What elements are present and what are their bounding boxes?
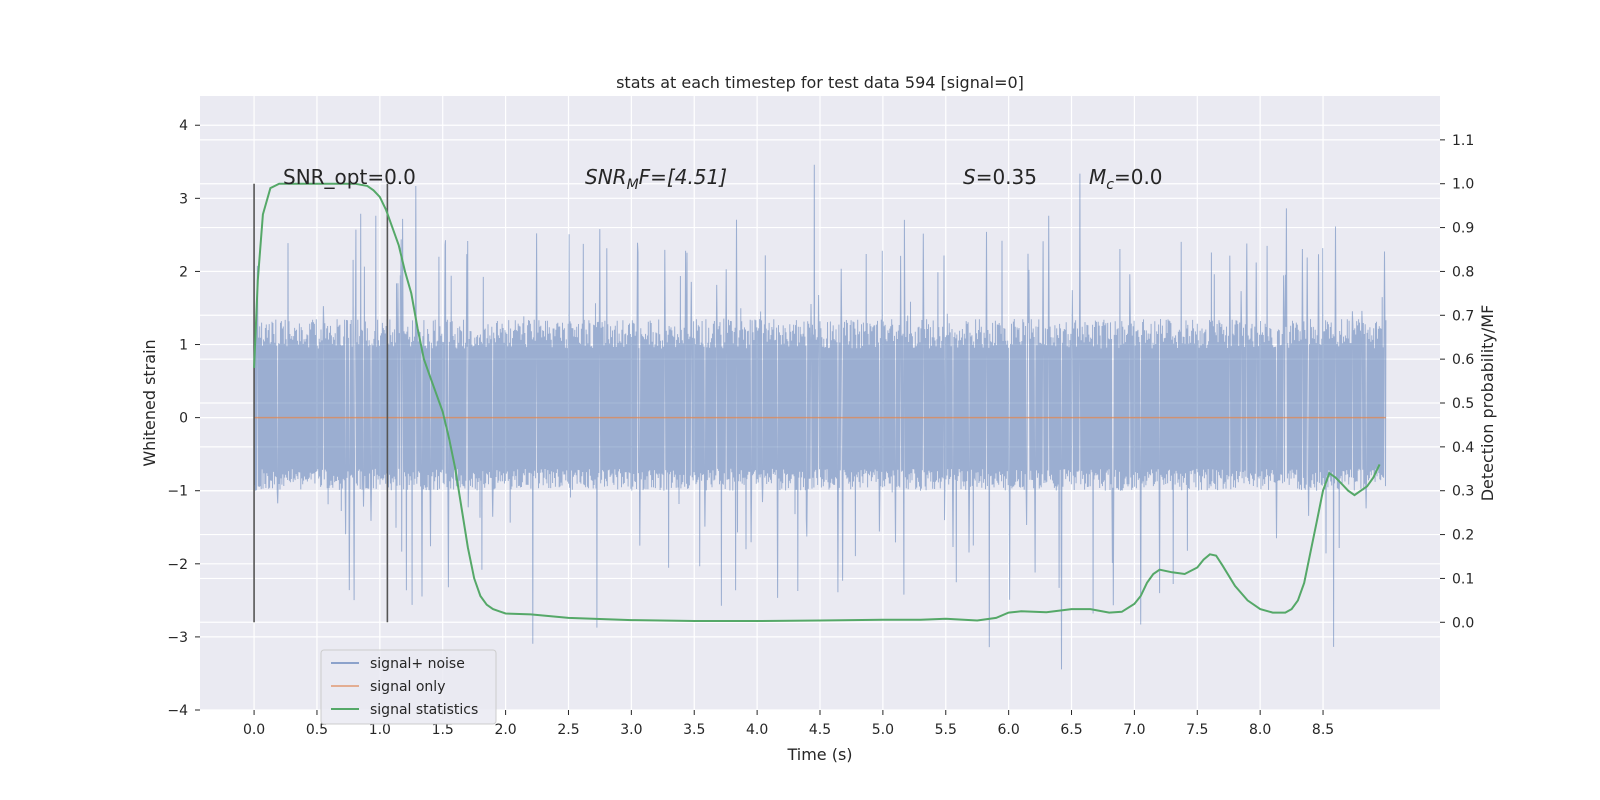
y-axis-label: Whitened strain (140, 339, 159, 466)
x-tick-label: 1.5 (432, 722, 454, 738)
x-tick-label: 0.5 (306, 722, 328, 738)
y2-tick-label: 0.7 (1452, 308, 1474, 324)
x-tick-label: 5.0 (872, 722, 894, 738)
x-axis-ticks: 0.0 0.5 1.0 1.5 2.0 2.5 3.0 3.5 4.0 4.5 5.0 5.5 6.0 6… (243, 710, 1334, 738)
x-tick-label: 3.5 (683, 722, 705, 738)
y-axis-ticks: 4 3 2 1 0 −1 −2 −3 −4 (167, 118, 200, 719)
y-tick-label: 2 (179, 264, 188, 280)
x-tick-label: 6.0 (998, 722, 1020, 738)
y2-tick-label: 0.8 (1452, 264, 1474, 280)
y2-tick-label: 0.9 (1452, 221, 1474, 237)
x-tick-label: 5.5 (935, 722, 957, 738)
y2-axis-label: Detection probability/MF (1478, 305, 1497, 502)
y2-tick-label: 0.5 (1452, 396, 1474, 412)
y2-tick-label: 0.6 (1452, 352, 1474, 368)
annotation-mc: Mc=0.0 (1089, 165, 1163, 193)
y-tick-label: 4 (179, 118, 188, 134)
y2-tick-label: 0.2 (1452, 528, 1474, 544)
y2-tick-label: 0.1 (1452, 571, 1474, 587)
x-tick-label: 6.5 (1060, 722, 1082, 738)
y-tick-label: 1 (179, 338, 188, 354)
x-axis-label: Time (s) (786, 745, 852, 764)
legend-box (320, 649, 497, 725)
legend-label-signal-noise: signal+ noise (370, 656, 465, 672)
y2-axis-ticks: 1.1 1.0 0.9 0.8 0.7 0.6 0.5 0.4 0.3 0.2 0.1 0.0 (1440, 133, 1474, 631)
x-tick-label: 2.5 (557, 722, 579, 738)
y-tick-label: −3 (167, 630, 188, 646)
x-tick-label: 7.5 (1186, 722, 1208, 738)
x-tick-label: 0.0 (243, 722, 265, 738)
legend: signal+ noise signal only signal statist… (320, 649, 497, 725)
annotation-snr-opt: SNR_opt=0.0 (283, 165, 416, 189)
y-tick-label: 3 (179, 191, 188, 207)
plot-content (253, 164, 1387, 670)
x-tick-label: 7.0 (1123, 722, 1145, 738)
y2-tick-label: 0.3 (1452, 484, 1474, 500)
y2-tick-label: 0.0 (1452, 615, 1474, 631)
x-tick-label: 4.5 (809, 722, 831, 738)
annotation-snr-mf: SNRMF=[4.51] (585, 165, 727, 193)
x-tick-label: 1.0 (369, 722, 391, 738)
x-tick-label: 4.0 (746, 722, 768, 738)
marker-lines (253, 183, 389, 623)
x-tick-label: 8.0 (1249, 722, 1271, 738)
legend-label-signal-only: signal only (370, 679, 445, 695)
legend-label-signal-statistics: signal statistics (370, 702, 478, 718)
series-signal-noise-line (253, 164, 1387, 670)
y2-tick-label: 0.4 (1452, 440, 1474, 456)
x-tick-label: 8.5 (1312, 722, 1334, 738)
y2-tick-label: 1.0 (1452, 177, 1474, 193)
y-tick-label: −4 (167, 703, 188, 719)
chart-title: stats at each timestep for test data 594… (616, 73, 1024, 92)
y-tick-label: −2 (167, 557, 188, 573)
y2-tick-label: 1.1 (1452, 133, 1474, 149)
y-tick-label: −1 (167, 484, 188, 500)
annotation-s: S=0.35 (963, 165, 1037, 189)
series-signal-statistics-line (253, 182, 1381, 622)
y-tick-label: 0 (179, 411, 188, 427)
x-tick-label: 2.0 (494, 722, 516, 738)
x-tick-label: 3.0 (620, 722, 642, 738)
